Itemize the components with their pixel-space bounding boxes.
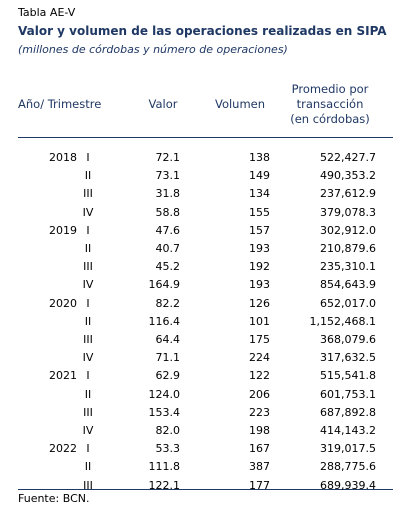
value: 73.1 bbox=[155, 169, 181, 183]
average: 414,143.2 bbox=[320, 424, 376, 437]
volume: 177 bbox=[249, 478, 270, 492]
bottom-rule bbox=[18, 489, 393, 490]
value: 153.4 bbox=[148, 405, 181, 419]
average: 368,079.6 bbox=[320, 333, 376, 346]
volume: 157 bbox=[249, 223, 270, 237]
quarter: III bbox=[83, 478, 93, 492]
volume: 175 bbox=[249, 333, 270, 346]
quarter: II bbox=[84, 460, 92, 474]
value: 53.3 bbox=[155, 442, 181, 456]
value: 62.9 bbox=[155, 369, 181, 383]
value: 122.1 bbox=[148, 478, 181, 492]
volume: 223 bbox=[249, 405, 270, 419]
quarter: I bbox=[86, 442, 90, 456]
value: 116.4 bbox=[148, 314, 181, 328]
average: 515,541.8 bbox=[320, 369, 376, 383]
average: 379,078.3 bbox=[320, 205, 376, 219]
quarter: II bbox=[84, 314, 92, 328]
volume: 167 bbox=[249, 442, 270, 456]
quarter: III bbox=[83, 187, 93, 201]
average: 490,353.2 bbox=[320, 169, 376, 183]
volume: 193 bbox=[249, 242, 270, 255]
column-header: (en córdobas) bbox=[290, 112, 370, 126]
volume: 155 bbox=[249, 205, 270, 219]
subtitle: (millones de córdobas y número de operac… bbox=[18, 43, 288, 56]
average: 317,632.5 bbox=[320, 351, 376, 365]
year: 2021 bbox=[49, 369, 77, 383]
column-header: Promedio por bbox=[291, 82, 369, 96]
volume: 122 bbox=[249, 369, 270, 383]
column-header: Volumen bbox=[214, 97, 266, 111]
year: 2018 bbox=[49, 151, 77, 164]
quarter: I bbox=[86, 296, 90, 310]
title: Valor y volumen de las operaciones reali… bbox=[18, 24, 387, 38]
quarter: I bbox=[86, 223, 90, 237]
year: 2022 bbox=[49, 442, 77, 456]
volume: 138 bbox=[249, 151, 270, 164]
quarter: III bbox=[83, 405, 93, 419]
volume: 101 bbox=[249, 314, 270, 328]
volume: 193 bbox=[249, 278, 270, 292]
average: 601,753.1 bbox=[320, 387, 376, 401]
volume: 206 bbox=[249, 387, 270, 401]
quarter: II bbox=[84, 387, 92, 401]
average: 687,892.8 bbox=[320, 405, 376, 419]
value: 82.0 bbox=[155, 424, 181, 437]
value: 47.6 bbox=[155, 223, 181, 237]
column-header: Año/ Trimestre bbox=[18, 97, 102, 111]
value: 45.2 bbox=[155, 260, 181, 274]
quarter: II bbox=[84, 242, 92, 255]
quarter: IV bbox=[82, 205, 94, 219]
average: 689,939.4 bbox=[320, 478, 376, 492]
volume: 134 bbox=[249, 187, 270, 201]
value: 31.8 bbox=[155, 187, 181, 201]
average: 288,775.6 bbox=[320, 460, 376, 474]
quarter: II bbox=[84, 169, 92, 183]
average: 235,310.1 bbox=[320, 260, 376, 274]
average: 522,427.7 bbox=[320, 151, 376, 164]
value: 72.1 bbox=[155, 151, 181, 164]
average: 319,017.5 bbox=[320, 442, 376, 456]
column-header: Valor bbox=[148, 97, 178, 111]
quarter: I bbox=[86, 369, 90, 383]
volume: 192 bbox=[249, 260, 270, 274]
value: 64.4 bbox=[155, 333, 181, 346]
value: 58.8 bbox=[155, 205, 181, 219]
volume: 149 bbox=[249, 169, 270, 183]
quarter: I bbox=[86, 151, 90, 164]
average: 1,152,468.1 bbox=[309, 314, 376, 328]
column-header: transacción bbox=[296, 97, 364, 111]
value: 124.0 bbox=[148, 387, 181, 401]
year: 2020 bbox=[49, 296, 77, 310]
average: 854,643.9 bbox=[320, 278, 376, 292]
value: 164.9 bbox=[148, 278, 181, 292]
volume: 198 bbox=[249, 424, 270, 437]
year: 2019 bbox=[49, 223, 77, 237]
quarter: III bbox=[83, 333, 93, 346]
average: 210,879.6 bbox=[320, 242, 376, 255]
volume: 387 bbox=[249, 460, 270, 474]
quarter: III bbox=[83, 260, 93, 274]
value: 40.7 bbox=[155, 242, 181, 255]
average: 652,017.0 bbox=[320, 296, 376, 310]
quarter: IV bbox=[82, 351, 94, 365]
source: Fuente: BCN. bbox=[18, 492, 90, 505]
value: 82.2 bbox=[155, 296, 181, 310]
table-id: Tabla AE-V bbox=[18, 6, 76, 19]
value: 111.8 bbox=[148, 460, 181, 474]
quarter: IV bbox=[82, 278, 94, 292]
volume: 126 bbox=[249, 296, 270, 310]
average: 302,912.0 bbox=[320, 223, 376, 237]
value: 71.1 bbox=[155, 351, 181, 365]
volume: 224 bbox=[249, 351, 270, 365]
header-rule bbox=[18, 137, 393, 138]
quarter: IV bbox=[82, 424, 94, 437]
average: 237,612.9 bbox=[320, 187, 376, 201]
